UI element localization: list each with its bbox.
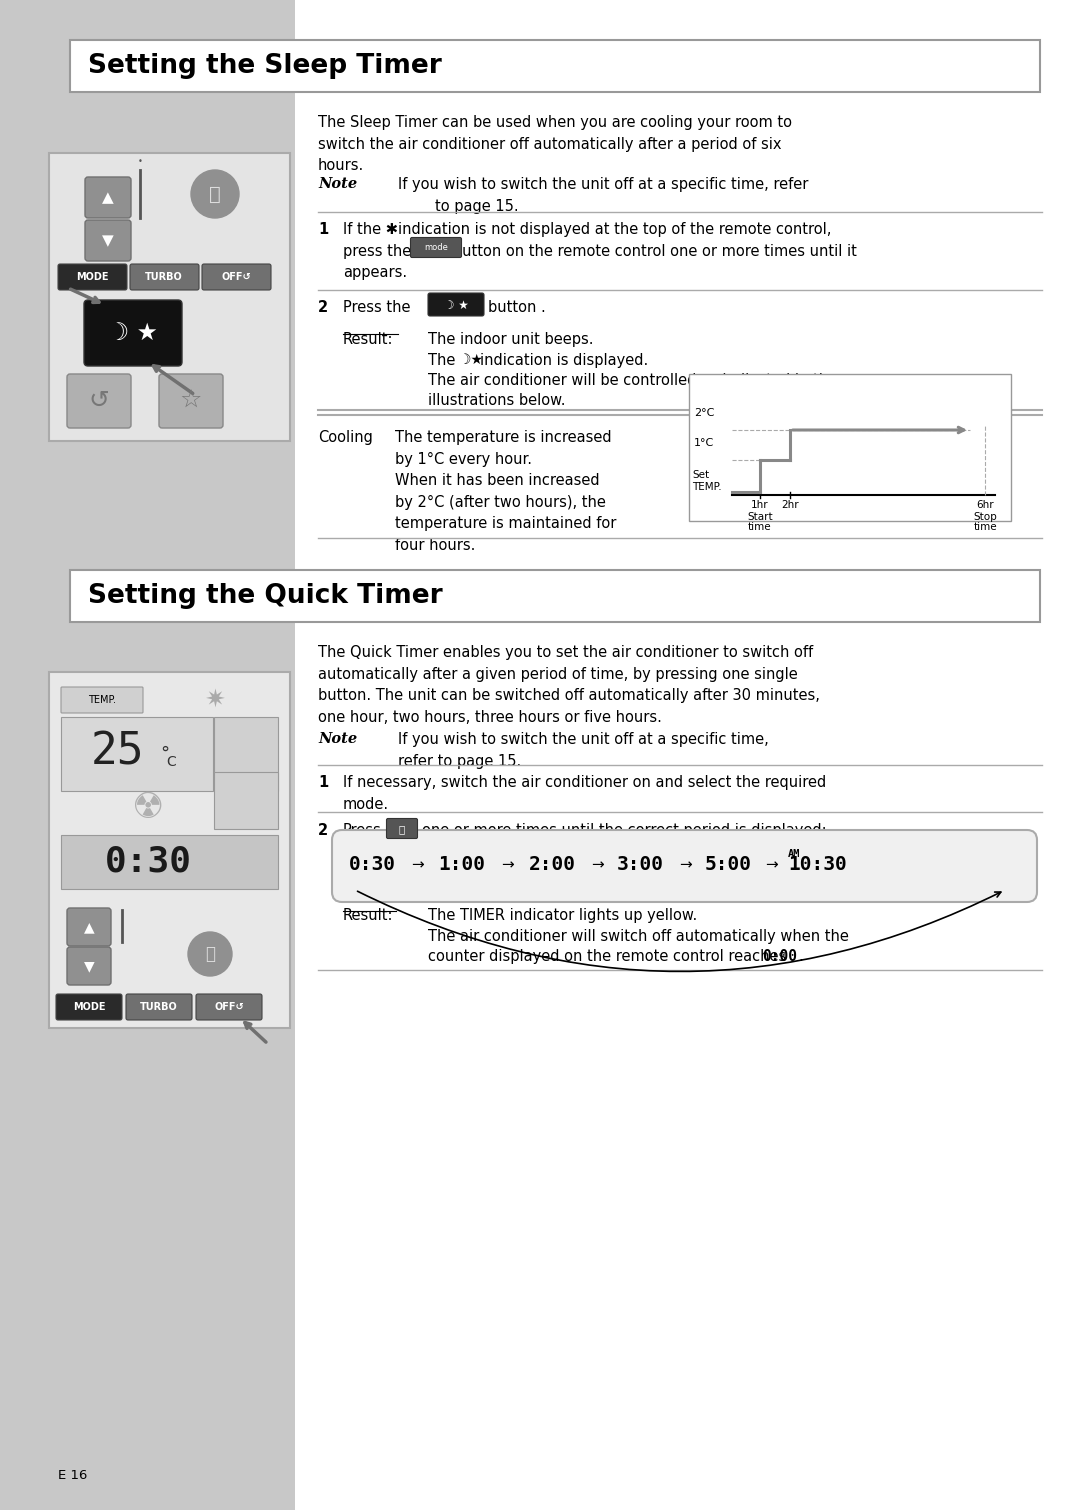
Text: ☽ ★: ☽ ★ — [444, 299, 469, 311]
Text: Result:: Result: — [343, 908, 393, 923]
Text: illustrations below.: illustrations below. — [428, 393, 566, 408]
Text: Cooling: Cooling — [318, 430, 373, 445]
FancyBboxPatch shape — [67, 947, 111, 985]
FancyBboxPatch shape — [214, 772, 278, 829]
Text: Press: Press — [343, 823, 381, 838]
Text: →: → — [678, 858, 691, 873]
Text: TURBO: TURBO — [140, 1003, 178, 1012]
Text: .: . — [798, 948, 802, 963]
Text: ▼: ▼ — [83, 959, 94, 972]
Text: 5:00: 5:00 — [704, 856, 752, 874]
Text: ✷: ✷ — [204, 689, 226, 713]
FancyBboxPatch shape — [67, 374, 131, 427]
FancyBboxPatch shape — [295, 0, 1080, 1510]
FancyBboxPatch shape — [428, 293, 484, 316]
Text: 1: 1 — [318, 775, 328, 790]
Text: ☽ ★: ☽ ★ — [108, 322, 158, 344]
Text: TEMP.: TEMP. — [692, 482, 721, 492]
Text: E 16: E 16 — [58, 1469, 87, 1481]
FancyBboxPatch shape — [387, 818, 418, 838]
Text: →: → — [501, 858, 513, 873]
Text: C: C — [166, 755, 176, 769]
Text: 2°C: 2°C — [694, 408, 714, 418]
FancyBboxPatch shape — [159, 374, 222, 427]
FancyBboxPatch shape — [410, 237, 461, 258]
Text: If you wish to switch the unit off at a specific time,
refer to page 15.: If you wish to switch the unit off at a … — [399, 732, 769, 769]
Text: The air conditioner will switch off automatically when the: The air conditioner will switch off auto… — [428, 929, 849, 944]
Text: 0:30: 0:30 — [105, 846, 191, 879]
Text: AM: AM — [788, 849, 800, 859]
Text: The Quick Timer enables you to set the air conditioner to switch off
automatical: The Quick Timer enables you to set the a… — [318, 645, 820, 725]
Text: 0:30: 0:30 — [349, 856, 395, 874]
Text: ☆: ☆ — [179, 390, 202, 414]
FancyBboxPatch shape — [49, 153, 291, 441]
Text: •: • — [137, 157, 143, 166]
Text: OFF↺: OFF↺ — [221, 272, 251, 282]
FancyBboxPatch shape — [60, 835, 278, 889]
Text: ▼: ▼ — [103, 234, 113, 249]
Text: 2hr: 2hr — [781, 500, 799, 510]
Text: The Sleep Timer can be used when you are cooling your room to
switch the air con: The Sleep Timer can be used when you are… — [318, 115, 792, 174]
Text: The TIMER indicator lights up yellow.: The TIMER indicator lights up yellow. — [428, 908, 698, 923]
Text: counter displayed on the remote control reaches: counter displayed on the remote control … — [428, 948, 786, 963]
Text: 2:00: 2:00 — [528, 856, 576, 874]
Text: The: The — [428, 353, 456, 368]
FancyBboxPatch shape — [56, 994, 122, 1019]
Text: The temperature is increased
by 1°C every hour.
When it has been increased
by 2°: The temperature is increased by 1°C ever… — [395, 430, 617, 553]
FancyBboxPatch shape — [60, 717, 213, 791]
Text: Setting the Quick Timer: Setting the Quick Timer — [87, 583, 443, 609]
Text: Result:: Result: — [343, 332, 393, 347]
Text: OFF↺: OFF↺ — [214, 1003, 244, 1012]
Text: button .: button . — [488, 300, 545, 316]
Text: →: → — [410, 858, 423, 873]
Circle shape — [191, 171, 239, 217]
Text: ▲: ▲ — [103, 190, 113, 205]
Text: MODE: MODE — [76, 272, 108, 282]
Text: TEMP.: TEMP. — [87, 695, 116, 705]
Text: Start: Start — [747, 512, 773, 522]
Text: If you wish to switch the unit off at a specific time, refer
        to page 15.: If you wish to switch the unit off at a … — [399, 177, 808, 213]
Text: The indoor unit beeps.: The indoor unit beeps. — [428, 332, 594, 347]
Text: Setting the Sleep Timer: Setting the Sleep Timer — [87, 53, 442, 79]
Text: 3:00: 3:00 — [617, 856, 663, 874]
FancyBboxPatch shape — [60, 687, 143, 713]
Text: indication is displayed.: indication is displayed. — [480, 353, 648, 368]
Circle shape — [188, 932, 232, 975]
Text: Set: Set — [692, 470, 710, 480]
Text: 6hr: 6hr — [976, 500, 994, 510]
FancyBboxPatch shape — [67, 908, 111, 945]
Text: 0:00: 0:00 — [762, 948, 797, 963]
Text: TURBO: TURBO — [145, 272, 183, 282]
FancyBboxPatch shape — [84, 300, 183, 365]
Text: The air conditioner will be controlled as indicated in the: The air conditioner will be controlled a… — [428, 373, 837, 388]
Text: 25: 25 — [91, 731, 145, 773]
Text: time: time — [973, 522, 997, 532]
Text: Note: Note — [318, 732, 357, 746]
FancyBboxPatch shape — [214, 717, 278, 791]
FancyBboxPatch shape — [332, 831, 1037, 901]
Text: °: ° — [160, 744, 170, 763]
Text: ⏻: ⏻ — [205, 945, 215, 963]
Text: ⏻: ⏻ — [210, 184, 221, 204]
FancyBboxPatch shape — [126, 994, 192, 1019]
Text: 1hr: 1hr — [752, 500, 769, 510]
Text: 1°C: 1°C — [694, 438, 714, 448]
FancyBboxPatch shape — [85, 177, 131, 217]
Text: Press the: Press the — [343, 300, 410, 316]
Text: ▲: ▲ — [83, 920, 94, 935]
Text: Stop: Stop — [973, 512, 997, 522]
FancyBboxPatch shape — [85, 220, 131, 261]
Text: 2: 2 — [318, 823, 328, 838]
Text: Note: Note — [318, 177, 357, 190]
Text: ⏱: ⏱ — [399, 824, 405, 834]
Text: ↺: ↺ — [89, 390, 109, 414]
Text: →: → — [766, 858, 779, 873]
FancyBboxPatch shape — [689, 374, 1011, 521]
Text: time: time — [748, 522, 772, 532]
FancyBboxPatch shape — [195, 994, 262, 1019]
Text: ☽★: ☽★ — [458, 353, 483, 367]
FancyBboxPatch shape — [70, 39, 1040, 92]
FancyBboxPatch shape — [0, 0, 295, 1510]
FancyBboxPatch shape — [58, 264, 127, 290]
